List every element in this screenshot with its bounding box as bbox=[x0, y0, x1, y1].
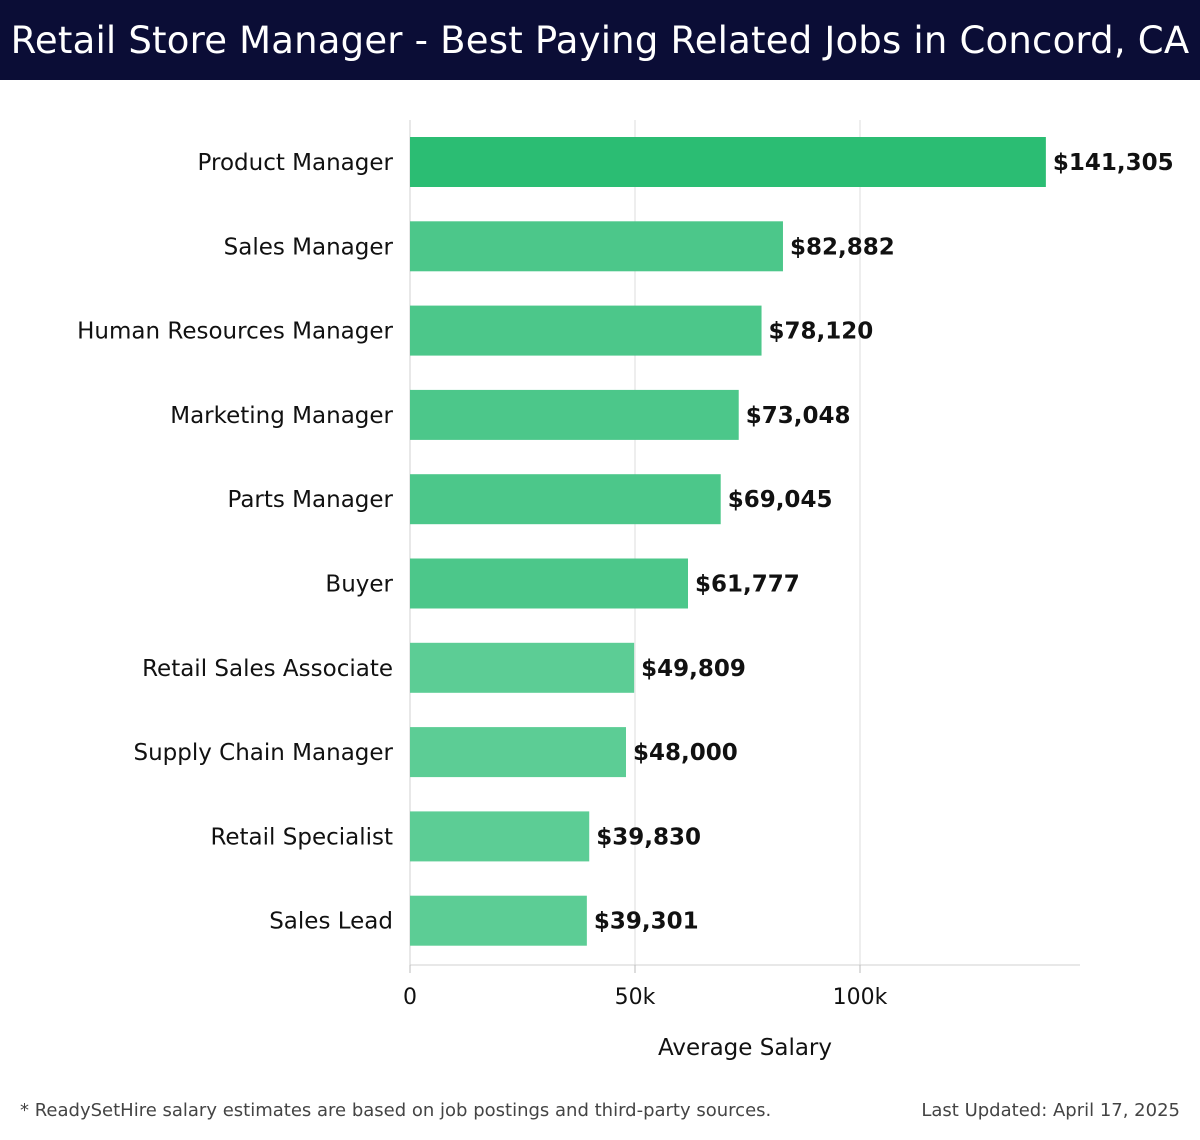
category-label: Retail Sales Associate bbox=[142, 656, 393, 682]
category-label: Sales Manager bbox=[224, 234, 394, 260]
category-label: Product Manager bbox=[198, 150, 394, 176]
value-label: $82,882 bbox=[790, 234, 895, 260]
bar bbox=[410, 474, 721, 525]
category-label: Marketing Manager bbox=[170, 403, 393, 429]
bar bbox=[410, 137, 1046, 187]
bar bbox=[410, 811, 590, 862]
category-label: Human Resources Manager bbox=[77, 319, 393, 345]
value-label: $69,045 bbox=[728, 487, 833, 513]
value-label: $39,830 bbox=[596, 824, 701, 850]
x-tick-label: 100k bbox=[833, 985, 888, 1010]
category-label: Buyer bbox=[325, 572, 393, 598]
footnote: * ReadySetHire salary estimates are base… bbox=[20, 1100, 772, 1121]
bar bbox=[410, 389, 739, 440]
bar bbox=[410, 221, 783, 272]
title-bar: Retail Store Manager - Best Paying Relat… bbox=[0, 0, 1200, 80]
bar bbox=[410, 305, 762, 356]
bar bbox=[410, 727, 626, 778]
category-label: Parts Manager bbox=[227, 487, 393, 513]
category-label: Retail Specialist bbox=[210, 824, 393, 850]
last-updated: Last Updated: April 17, 2025 bbox=[921, 1100, 1180, 1121]
x-tick-label: 0 bbox=[403, 985, 417, 1010]
bar bbox=[410, 895, 587, 946]
value-label: $49,809 bbox=[641, 656, 746, 682]
category-label: Sales Lead bbox=[269, 909, 393, 935]
value-label: $73,048 bbox=[746, 403, 851, 429]
bar bbox=[410, 642, 635, 693]
value-label: $61,777 bbox=[695, 572, 800, 598]
category-label: Supply Chain Manager bbox=[133, 740, 393, 766]
chart-title: Retail Store Manager - Best Paying Relat… bbox=[10, 18, 1190, 62]
x-tick-label: 50k bbox=[615, 985, 656, 1010]
value-label: $48,000 bbox=[633, 740, 738, 766]
bar bbox=[410, 558, 688, 609]
x-axis-title: Average Salary bbox=[658, 1035, 832, 1061]
value-label: $39,301 bbox=[594, 909, 699, 935]
value-label: $141,305 bbox=[1053, 150, 1174, 176]
value-label: $78,120 bbox=[769, 319, 874, 345]
